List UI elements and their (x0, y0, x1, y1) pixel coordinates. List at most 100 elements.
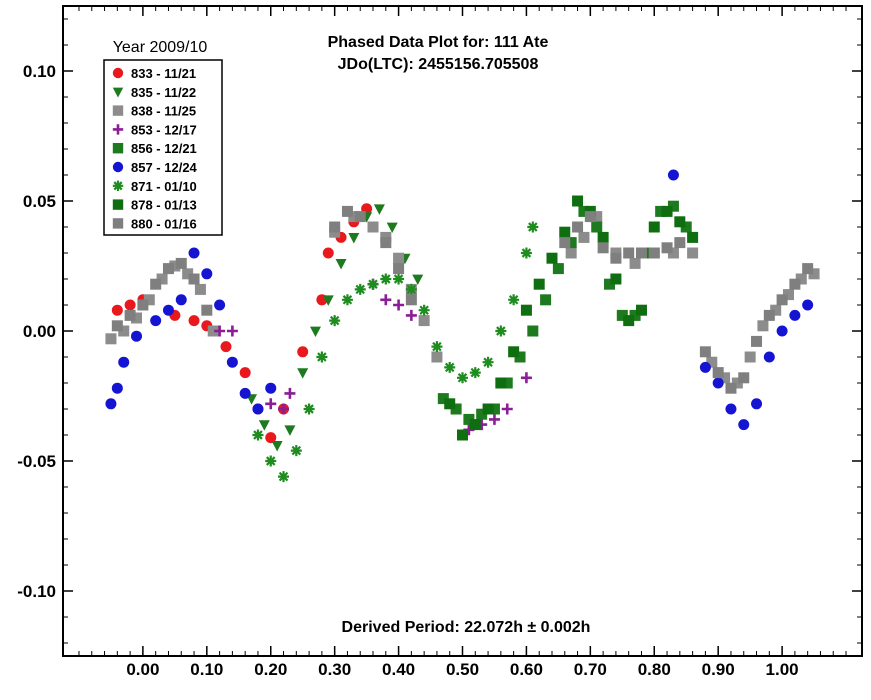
data-point (201, 304, 213, 316)
data-point (284, 425, 296, 436)
chart-subtitle: JDo(LTC): 2455156.705508 (338, 56, 539, 73)
data-point (635, 247, 647, 259)
data-point (457, 429, 468, 441)
data-point (297, 368, 309, 379)
data-point (309, 326, 321, 338)
data-point (546, 252, 558, 264)
data-point (175, 294, 187, 306)
y-tick-label: 0.05 (23, 192, 56, 211)
data-point (488, 413, 500, 425)
data-point (444, 361, 456, 373)
data-point (540, 294, 552, 306)
data-point (252, 429, 264, 441)
data-point (405, 294, 417, 306)
y-tick-label: -0.05 (17, 452, 56, 471)
data-point (712, 367, 724, 379)
series-6 (105, 169, 814, 431)
data-point (214, 299, 226, 311)
data-point (380, 294, 392, 306)
x-tick-label: 0.10 (190, 660, 223, 679)
data-point (131, 312, 143, 324)
legend-label: 878 - 01/13 (131, 198, 197, 213)
data-point (418, 304, 430, 316)
data-point (450, 403, 462, 415)
data-point (405, 309, 417, 321)
marks-layer (105, 169, 820, 483)
x-tick-label: 0.70 (574, 660, 607, 679)
data-point (623, 315, 635, 327)
data-point (674, 237, 686, 249)
data-point (770, 304, 782, 316)
data-point (354, 283, 366, 295)
data-point (162, 304, 174, 316)
data-point (316, 351, 328, 363)
data-point (565, 247, 577, 259)
data-point (706, 356, 718, 368)
data-point (393, 299, 405, 311)
data-point (124, 299, 136, 311)
x-tick-label: 0.00 (126, 660, 159, 679)
data-point (501, 403, 513, 415)
data-point (131, 330, 143, 342)
legend-marker (112, 199, 124, 210)
data-point (188, 315, 200, 327)
data-point (105, 398, 117, 410)
data-point (591, 211, 603, 223)
data-point (367, 221, 379, 233)
data-point (591, 221, 603, 233)
data-point (751, 335, 763, 347)
legend-marker (112, 143, 124, 154)
data-point (348, 233, 360, 244)
period-annotation: Derived Period: 22.072h ± 0.002h (342, 619, 591, 636)
data-point (354, 211, 366, 223)
data-point (137, 299, 149, 311)
data-point (412, 274, 424, 286)
data-point (278, 403, 290, 415)
data-point (457, 372, 468, 384)
data-point (782, 289, 794, 301)
y-tick-label: 0.10 (23, 62, 56, 81)
data-point (469, 419, 481, 431)
data-point (699, 361, 711, 373)
data-point (667, 247, 679, 259)
data-point (559, 226, 571, 238)
data-point (802, 299, 814, 311)
data-point (687, 231, 699, 243)
series-9 (111, 205, 814, 394)
data-point (648, 247, 660, 259)
data-point (482, 356, 494, 368)
data-point (776, 325, 788, 337)
data-point (648, 221, 660, 233)
data-point (431, 341, 443, 353)
data-point (329, 221, 341, 233)
data-point (572, 221, 584, 233)
x-tick-label: 0.90 (702, 660, 735, 679)
data-point (578, 231, 590, 243)
data-point (226, 325, 238, 337)
data-point (188, 273, 200, 285)
data-point (520, 304, 532, 316)
data-point (578, 205, 590, 217)
data-point (380, 237, 392, 249)
data-point (265, 382, 277, 394)
data-point (169, 260, 181, 272)
data-point (341, 205, 353, 217)
data-point (751, 398, 763, 410)
data-point (405, 283, 417, 295)
data-point (271, 441, 283, 452)
data-point (731, 377, 743, 389)
legend-label: 853 - 12/17 (131, 122, 197, 137)
series-5 (437, 200, 692, 425)
data-point (629, 309, 641, 321)
data-point (808, 268, 820, 280)
data-point (552, 263, 564, 275)
axes-layer: 0.00 0.10 0.20 0.30 0.40 0.50 0.60 0.70 0.80 0.90… (17, 6, 862, 679)
data-point (150, 315, 162, 327)
legend-marker (112, 218, 124, 229)
data-point (482, 403, 494, 415)
data-point (520, 372, 532, 384)
data-point (162, 263, 174, 275)
data-point (175, 257, 187, 269)
data-point (201, 268, 213, 280)
